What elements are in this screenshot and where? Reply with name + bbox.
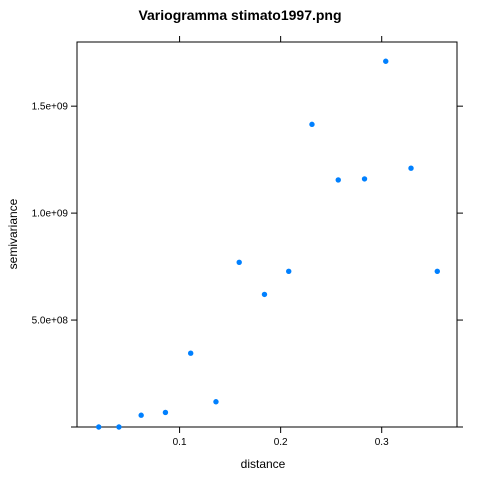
data-point-2: [138, 412, 144, 418]
data-point-6: [236, 259, 242, 266]
y-axis: 5.0e+08 1.0e+09 1.5e+09: [32, 102, 463, 428]
x-tick-label-0: 0.1: [173, 437, 187, 448]
x-tick-label-1: 0.2: [274, 437, 288, 448]
data-point-14: [434, 268, 440, 274]
data-point-7: [261, 291, 268, 298]
data-point-10: [335, 177, 341, 183]
data-point-1: [116, 424, 122, 430]
data-point-12: [383, 58, 389, 64]
data-point-13: [408, 165, 414, 171]
data-point-3: [162, 409, 169, 416]
chart-title: Variogramma stimato1997.png: [138, 7, 341, 23]
data-point-4: [187, 350, 194, 356]
data-point-11: [361, 176, 368, 182]
data-point-5: [213, 399, 219, 405]
y-tick-label-2: 1.0e+09: [32, 209, 69, 220]
x-tick-label-2: 0.3: [375, 437, 389, 448]
data-point-8: [286, 268, 292, 274]
x-axis: 0.1 0.2 0.3: [173, 36, 389, 448]
plot-frame: [76, 41, 458, 428]
y-axis-label: semivariance: [6, 198, 20, 269]
y-tick-label-1: 5.0e+08: [32, 316, 69, 327]
y-tick-label-3: 1.5e+09: [32, 102, 69, 113]
data-point-0: [96, 424, 102, 430]
data-points: [96, 58, 440, 430]
data-point-9: [309, 121, 315, 128]
x-axis-label: distance: [241, 457, 286, 471]
